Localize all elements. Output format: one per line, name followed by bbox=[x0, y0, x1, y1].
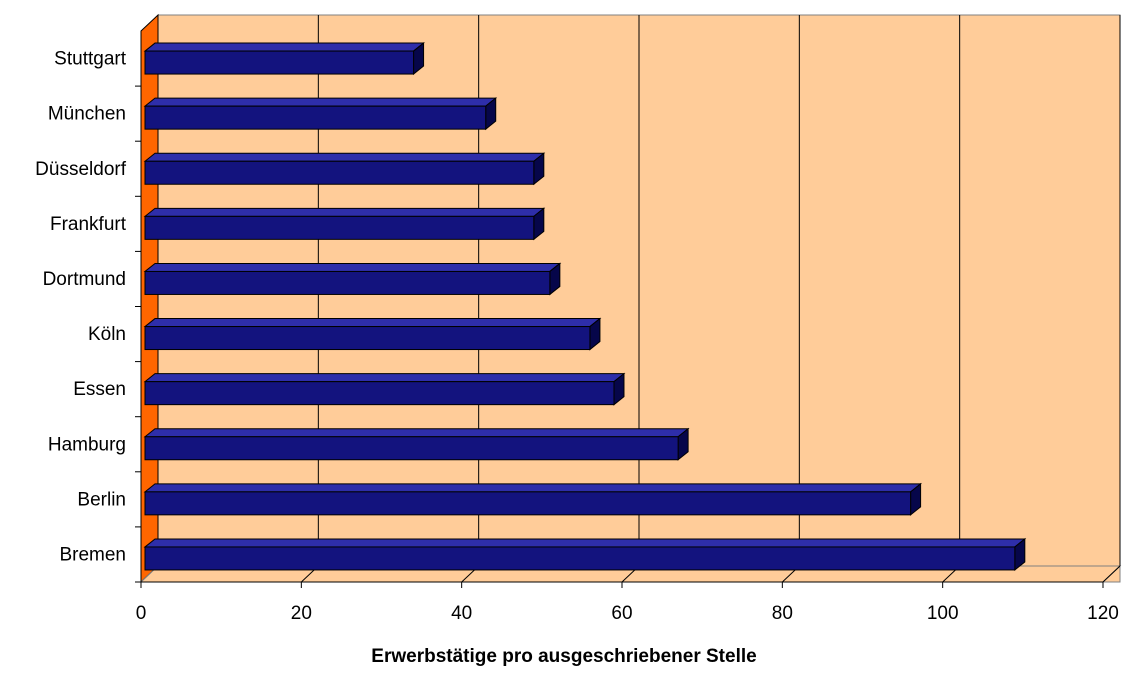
bar bbox=[144, 270, 551, 295]
x-tick-label: 40 bbox=[451, 603, 472, 624]
x-gridline-floor bbox=[1102, 565, 1121, 583]
bar-top-face bbox=[143, 538, 1027, 548]
y-tick-label: Köln bbox=[88, 324, 126, 345]
bar-top-face bbox=[143, 207, 546, 217]
x-tick-label: 20 bbox=[291, 603, 312, 624]
y-tick-label: Frankfurt bbox=[50, 214, 127, 235]
x-tick-label: 80 bbox=[772, 603, 793, 624]
bar-top-face bbox=[143, 262, 562, 272]
y-tick-label: Düsseldorf bbox=[35, 159, 127, 180]
y-tick-label: Berlin bbox=[77, 489, 126, 510]
bar bbox=[144, 436, 679, 461]
y-tick-label: Bremen bbox=[59, 544, 126, 565]
bar-top-face bbox=[143, 97, 498, 107]
bar-top-face bbox=[143, 42, 425, 52]
y-tick-label: München bbox=[48, 104, 126, 125]
bar-top-face bbox=[143, 428, 690, 438]
bar bbox=[144, 105, 487, 130]
bar bbox=[144, 491, 912, 516]
x-axis-title: Erwerbstätige pro ausgeschriebener Stell… bbox=[371, 646, 757, 667]
bar-top-face bbox=[143, 318, 602, 328]
bar-top-face bbox=[143, 152, 546, 162]
bar bbox=[144, 546, 1016, 571]
bar bbox=[144, 160, 535, 185]
y-tick-label: Hamburg bbox=[48, 434, 126, 455]
y-tick-label: Essen bbox=[73, 379, 126, 400]
x-tick-label: 120 bbox=[1087, 603, 1119, 624]
y-tick-label: Dortmund bbox=[43, 269, 126, 290]
y-tick-label: Stuttgart bbox=[54, 49, 127, 70]
bar bbox=[144, 326, 591, 351]
bar-top-face bbox=[143, 373, 626, 383]
bar-top-face bbox=[143, 483, 923, 493]
bar bbox=[144, 50, 415, 75]
bar bbox=[144, 215, 535, 240]
x-tick-label: 100 bbox=[927, 603, 959, 624]
x-tick-label: 60 bbox=[611, 603, 632, 624]
bar bbox=[144, 381, 615, 406]
x-tick-label: 0 bbox=[136, 603, 147, 624]
